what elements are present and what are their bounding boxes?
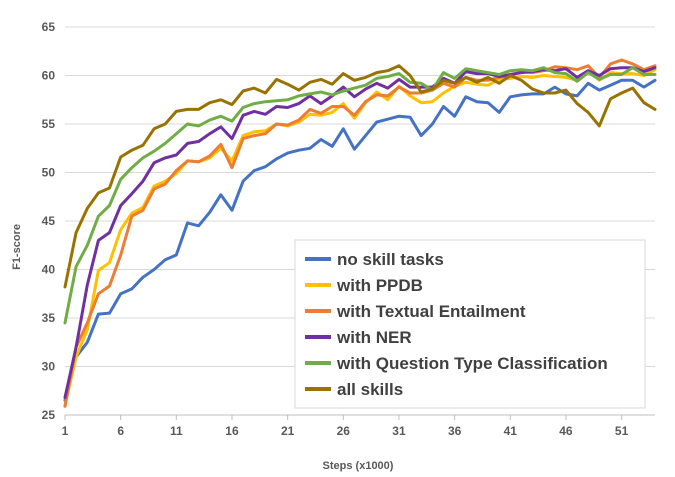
legend-label: with Question Type Classification <box>336 354 608 373</box>
x-tick-label: 21 <box>281 424 295 438</box>
series-line-3 <box>63 58 657 408</box>
legend-label: with PPDB <box>336 276 423 295</box>
x-tick-label: 1 <box>62 424 69 438</box>
x-tick-label: 11 <box>170 424 183 438</box>
y-tick-label: 65 <box>42 20 56 34</box>
y-tick-label: 30 <box>42 360 56 374</box>
series-line-4 <box>63 66 657 399</box>
series-line-6 <box>63 64 657 289</box>
x-axis-title: Steps (x1000) <box>323 460 394 472</box>
y-tick-label: 50 <box>42 166 56 180</box>
x-tick-label: 16 <box>225 424 239 438</box>
x-tick-label: 31 <box>392 424 406 438</box>
series-line-5 <box>63 66 657 325</box>
x-tick-label: 46 <box>559 424 573 438</box>
x-tick-label: 51 <box>615 424 629 438</box>
x-tick-label: 26 <box>337 424 351 438</box>
y-tick-label: 45 <box>42 214 56 228</box>
y-tick-label: 35 <box>42 311 56 325</box>
legend-label: all skills <box>337 380 403 399</box>
legend-label: with NER <box>336 328 412 347</box>
x-tick-labels: 1 6 11 16 21 26 31 36 41 46 51 <box>62 415 629 438</box>
y-tick-label: 25 <box>42 408 56 422</box>
series-line-1 <box>63 78 657 402</box>
y-tick-label: 40 <box>42 263 56 277</box>
y-axis-title: F1-score <box>11 224 23 270</box>
legend-label: with Textual Entailment <box>336 302 526 321</box>
y-tick-label: 60 <box>42 69 56 83</box>
legend: no skill tasks with PPDB with Textual Enta… <box>294 239 646 409</box>
legend-box <box>294 239 646 409</box>
y-tick-labels: 25 30 35 40 45 50 55 60 65 <box>42 20 56 422</box>
series-lines <box>63 58 657 408</box>
x-tick-label: 6 <box>117 424 124 438</box>
legend-label: no skill tasks <box>337 250 444 269</box>
x-tick-label: 41 <box>504 424 518 438</box>
x-tick-label: 36 <box>448 424 462 438</box>
y-tick-label: 55 <box>42 117 56 131</box>
